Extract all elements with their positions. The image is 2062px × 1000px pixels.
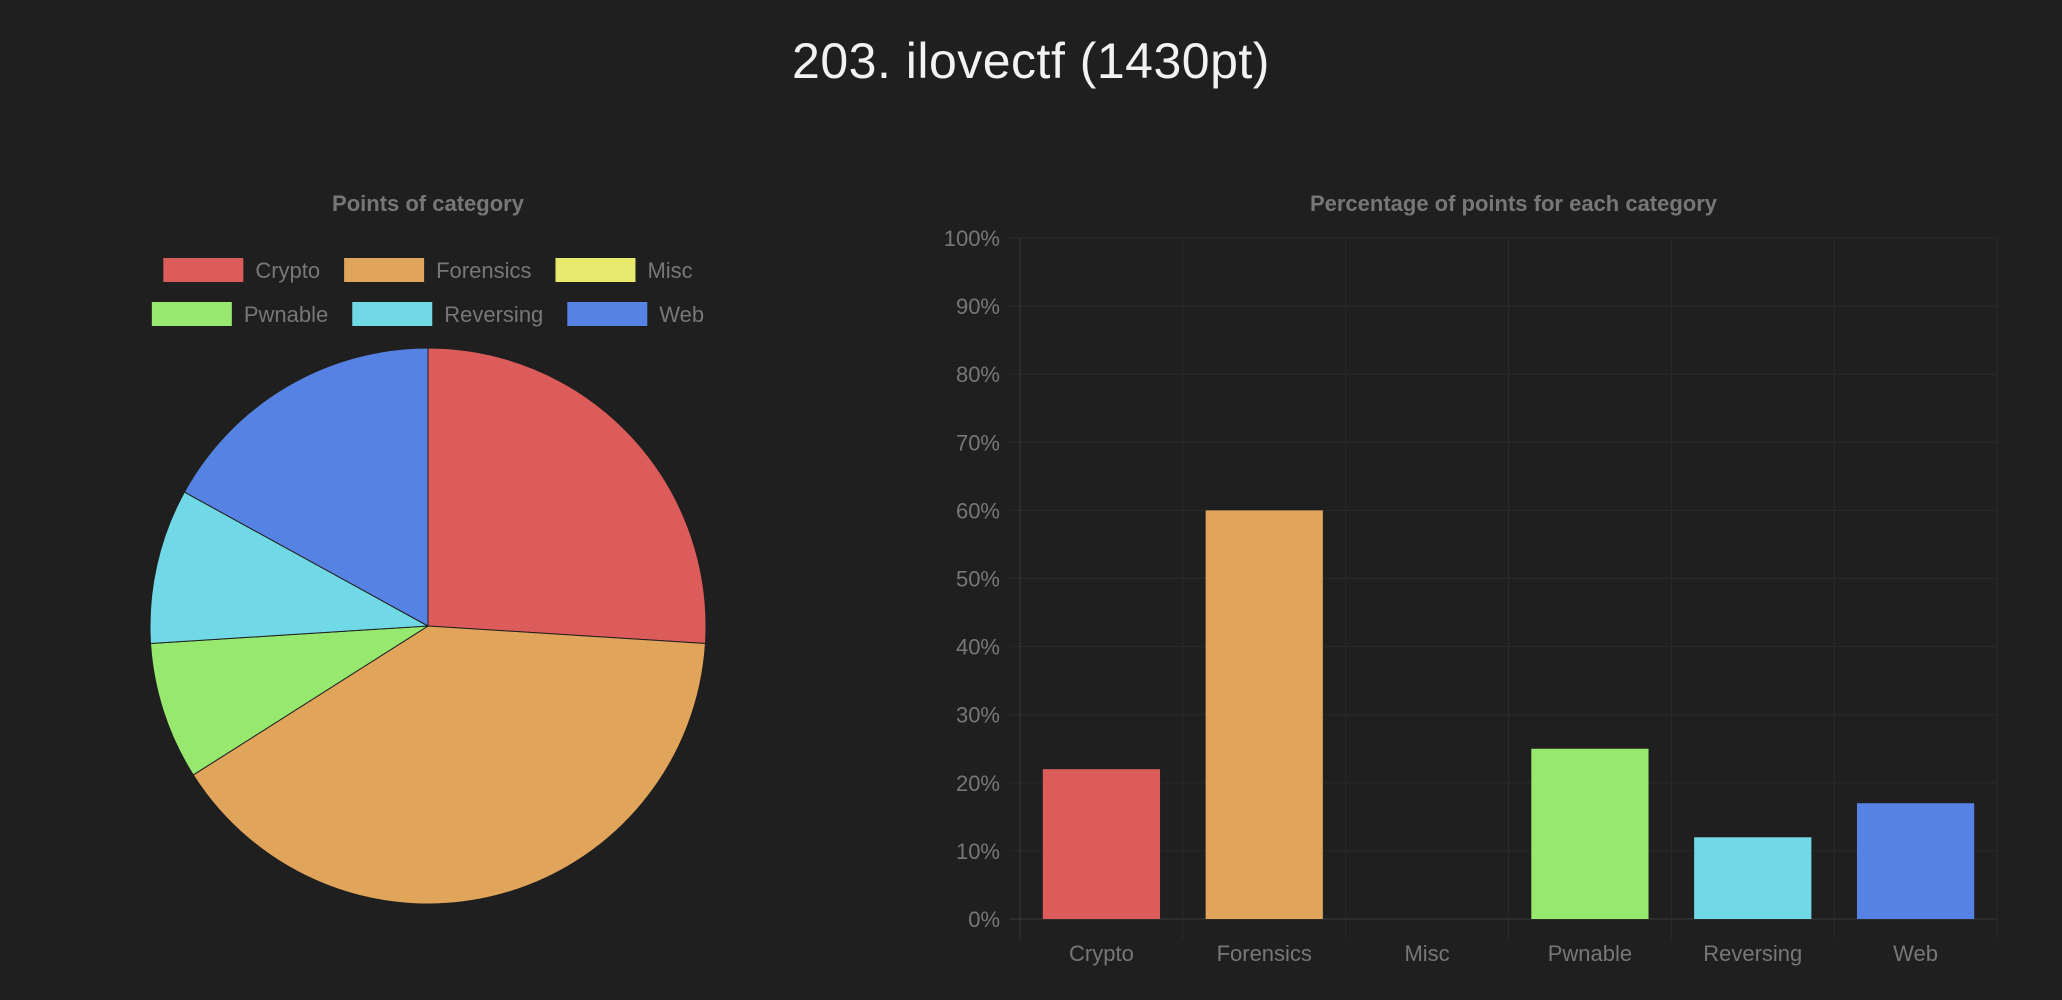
legend-label-web: Web [659, 302, 704, 327]
legend-swatch-forensics [344, 258, 425, 282]
bar-forensics[interactable] [1205, 510, 1323, 919]
bar-web[interactable] [1856, 803, 1975, 919]
legend-label-pwnable: Pwnable [244, 302, 328, 327]
bar-reversing[interactable] [1694, 837, 1812, 919]
legend-swatch-crypto [163, 258, 244, 282]
y-tick-label: 30% [956, 703, 1000, 728]
y-tick-label: 90% [956, 294, 1000, 319]
legend-item-misc[interactable]: Misc [555, 258, 693, 283]
bar-pwnable[interactable] [1531, 748, 1649, 919]
legend-label-crypto: Crypto [255, 258, 320, 283]
legend-swatch-pwnable [151, 302, 232, 326]
x-tick-label-reversing: Reversing [1703, 941, 1802, 966]
legend-item-reversing[interactable]: Reversing [352, 302, 543, 327]
pie-chart-panel: Points of category Crypto Forensics Misc Pwn… [0, 180, 860, 940]
bar-crypto[interactable] [1042, 769, 1161, 919]
legend-item-pwnable[interactable]: Pwnable [151, 302, 328, 327]
legend-label-forensics: Forensics [436, 258, 531, 283]
legend-swatch-misc [555, 258, 636, 282]
page-title: 203. ilovectf (1430pt) [792, 33, 1270, 89]
x-tick-label-web: Web [1893, 941, 1938, 966]
legend-item-web[interactable]: Web [567, 302, 704, 327]
x-tick-label-crypto: Crypto [1069, 941, 1134, 966]
pie-slice-pwnable[interactable] [150, 625, 429, 776]
y-tick-label: 70% [956, 430, 1000, 455]
legend-swatch-web [567, 302, 648, 326]
x-tick-label-forensics: Forensics [1217, 941, 1312, 966]
pie-slice-reversing[interactable] [149, 491, 430, 644]
y-tick-label: 10% [956, 839, 1000, 864]
pie-slice-forensics[interactable] [192, 625, 706, 905]
y-tick-label: 60% [956, 498, 1000, 523]
x-tick-label-pwnable: Pwnable [1548, 941, 1632, 966]
y-tick-label: 100% [944, 226, 1000, 251]
bar-chart: Percentage of points for each category 0%… [944, 191, 1998, 966]
y-tick-label: 80% [956, 362, 1000, 387]
y-tick-label: 0% [968, 907, 1000, 932]
y-tick-label: 20% [956, 771, 1000, 796]
legend-swatch-reversing [352, 302, 433, 326]
y-tick-label: 40% [956, 635, 1000, 660]
legend-label-misc: Misc [647, 258, 692, 283]
pie-slice-crypto[interactable] [427, 347, 707, 644]
pie-chart-title: Points of category [332, 191, 525, 216]
pie-chart: Points of category Crypto Forensics Misc Pwn… [149, 191, 707, 905]
bar-chart-panel: Percentage of points for each category 0%… [900, 180, 2062, 980]
legend-item-crypto[interactable]: Crypto [163, 258, 320, 283]
bar-chart-title: Percentage of points for each category [1310, 191, 1718, 216]
legend-item-forensics[interactable]: Forensics [344, 258, 531, 283]
pie-slice-web[interactable] [183, 347, 429, 627]
y-tick-label: 50% [956, 567, 1000, 592]
legend-label-reversing: Reversing [444, 302, 543, 327]
x-tick-label-misc: Misc [1404, 941, 1449, 966]
